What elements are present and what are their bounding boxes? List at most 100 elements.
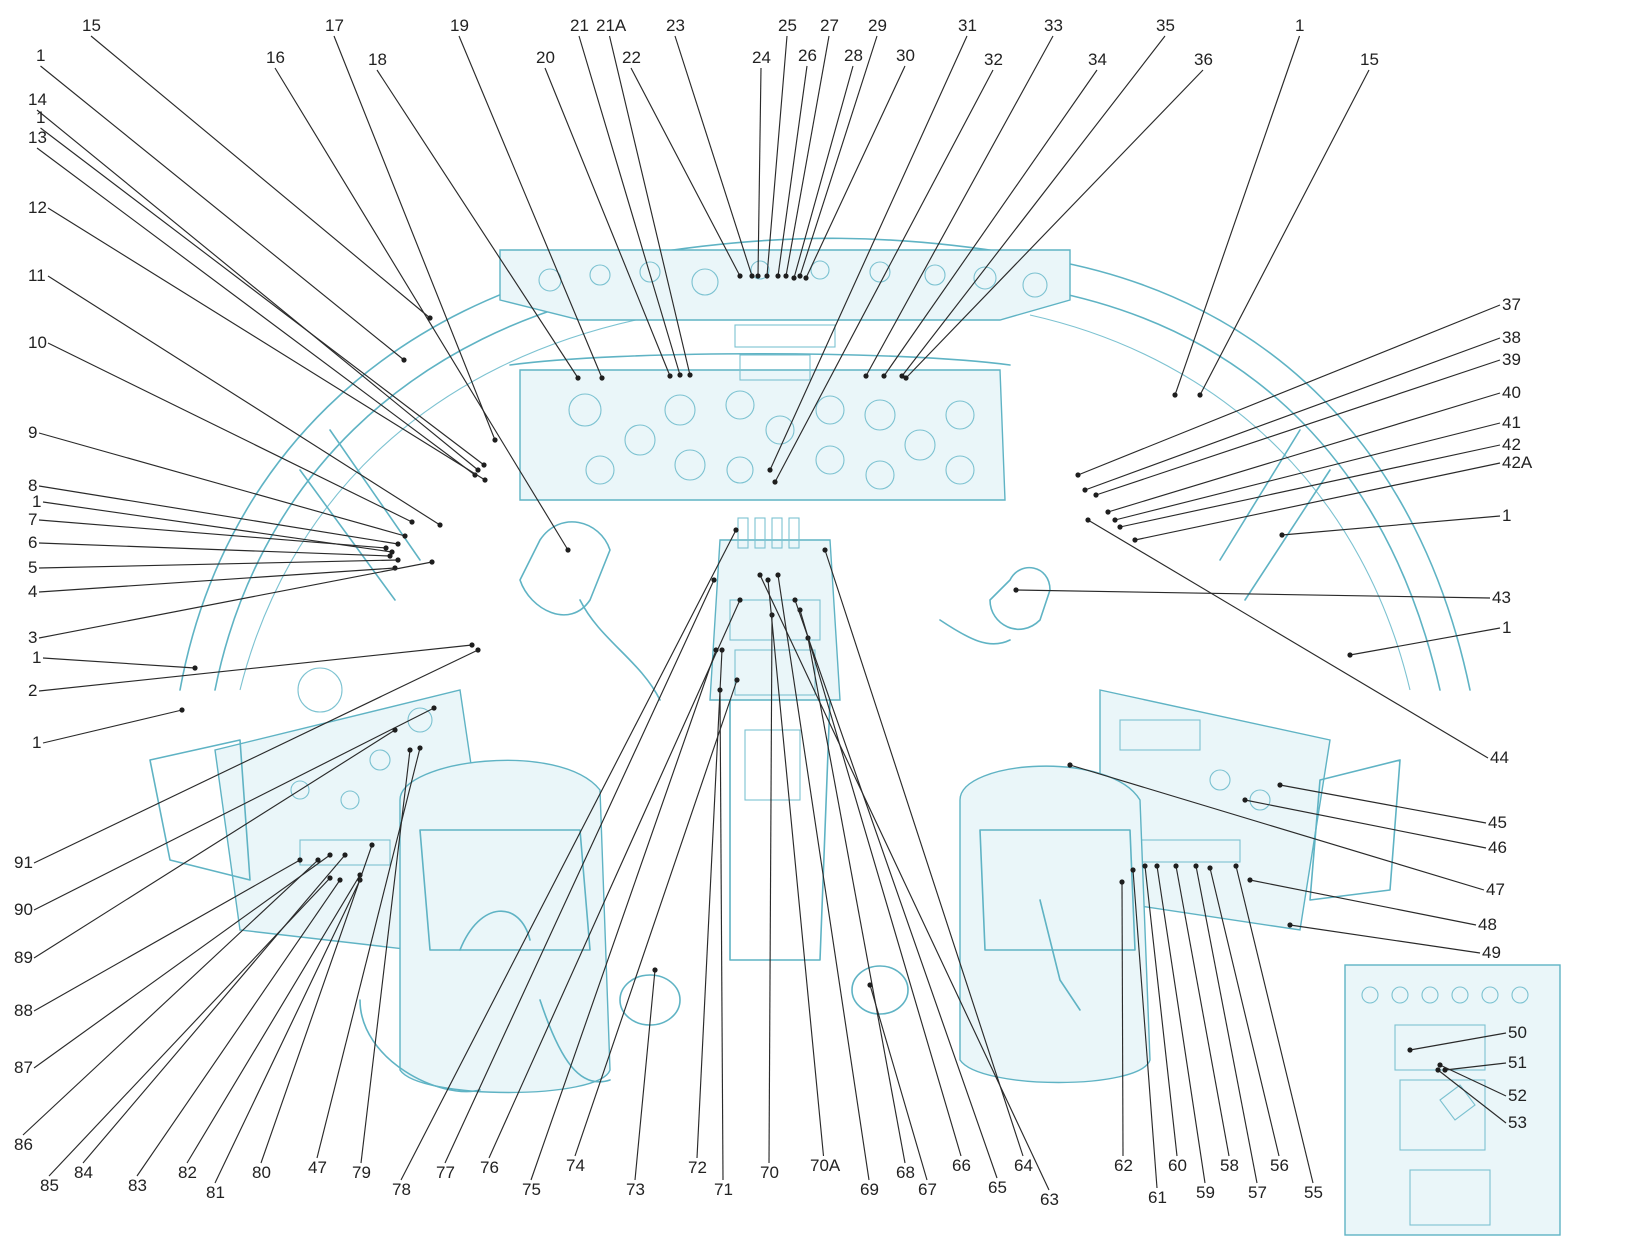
callout-49: 49 bbox=[1287, 922, 1501, 962]
callout-79: 79 bbox=[352, 747, 413, 1182]
callout-label: 86 bbox=[14, 1135, 33, 1154]
callout-label: 70A bbox=[810, 1156, 841, 1175]
callout-67: 67 bbox=[867, 982, 937, 1199]
leader-dot bbox=[315, 857, 321, 863]
leader-line bbox=[38, 561, 433, 639]
callout-80: 80 bbox=[252, 842, 375, 1182]
callout-label: 37 bbox=[1502, 295, 1521, 314]
callout-2: 2 bbox=[28, 642, 475, 700]
callout-7: 7 bbox=[28, 510, 389, 551]
leader-dot bbox=[402, 533, 408, 539]
callout-40: 40 bbox=[1105, 383, 1521, 515]
leader-line bbox=[33, 649, 479, 864]
leader-line bbox=[316, 747, 421, 1159]
callout-11: 11 bbox=[28, 266, 443, 528]
callout-label: 76 bbox=[480, 1158, 499, 1177]
callout-73: 73 bbox=[626, 967, 658, 1199]
callout-label: 1 bbox=[36, 108, 45, 127]
callout-28: 28 bbox=[791, 46, 863, 281]
leader-line bbox=[1279, 784, 1487, 824]
leader-line bbox=[865, 35, 1054, 377]
leader-line bbox=[824, 549, 1024, 1157]
callout-75: 75 bbox=[522, 647, 719, 1199]
leader-line bbox=[1249, 879, 1477, 926]
leader-line bbox=[544, 67, 671, 377]
leader-line bbox=[757, 67, 762, 277]
leader-dot bbox=[472, 472, 478, 478]
leader-dot bbox=[1437, 1062, 1443, 1068]
callout-label: 43 bbox=[1492, 588, 1511, 607]
callout-label: 66 bbox=[952, 1156, 971, 1175]
callout-label: 34 bbox=[1088, 50, 1107, 69]
leader-line bbox=[1121, 881, 1124, 1157]
callout-label: 74 bbox=[566, 1156, 585, 1175]
callout-label: 36 bbox=[1194, 50, 1213, 69]
leader-dot bbox=[565, 547, 571, 553]
callout-16: 16 bbox=[266, 48, 571, 553]
callout-label: 81 bbox=[206, 1183, 225, 1202]
leader-line bbox=[47, 207, 486, 481]
callout-90: 90 bbox=[14, 705, 437, 919]
leader-line bbox=[42, 709, 183, 744]
leader-line bbox=[376, 69, 579, 379]
leader-dot bbox=[1112, 517, 1118, 523]
callout-23: 23 bbox=[666, 16, 755, 279]
leader-line bbox=[1134, 462, 1501, 541]
leader-dot bbox=[427, 315, 433, 321]
callout-24: 24 bbox=[752, 48, 771, 279]
callout-55: 55 bbox=[1233, 863, 1323, 1202]
leader-dot bbox=[749, 273, 755, 279]
callout-label: 68 bbox=[896, 1163, 915, 1182]
leader-dot bbox=[1082, 487, 1088, 493]
leader-dot bbox=[179, 707, 185, 713]
callout-label: 61 bbox=[1148, 1188, 1167, 1207]
callout-label: 18 bbox=[368, 50, 387, 69]
leader-dot bbox=[429, 559, 435, 565]
callout-label: 62 bbox=[1114, 1156, 1133, 1175]
leader-dot bbox=[392, 727, 398, 733]
callout-label: 25 bbox=[778, 16, 797, 35]
leader-dot bbox=[1207, 865, 1213, 871]
callout-57: 57 bbox=[1193, 863, 1267, 1202]
leader-line bbox=[719, 689, 724, 1181]
leader-line bbox=[769, 35, 968, 471]
leader-dot bbox=[327, 875, 333, 881]
callout-45: 45 bbox=[1277, 782, 1507, 832]
callout-label: 42A bbox=[1502, 453, 1533, 472]
callout-87: 87 bbox=[14, 852, 333, 1077]
callout-51: 51 bbox=[1442, 1053, 1527, 1073]
leader-dot bbox=[297, 857, 303, 863]
callout-58: 58 bbox=[1173, 863, 1239, 1175]
leader-dot bbox=[1154, 863, 1160, 869]
leader-line bbox=[36, 147, 476, 476]
leader-dot bbox=[482, 477, 488, 483]
callout-label: 64 bbox=[1014, 1156, 1033, 1175]
callout-label: 29 bbox=[868, 16, 887, 35]
callout-81: 81 bbox=[206, 877, 363, 1202]
callout-label: 87 bbox=[14, 1058, 33, 1077]
leader-dot bbox=[687, 372, 693, 378]
leader-dot bbox=[417, 745, 423, 751]
callout-88: 88 bbox=[14, 857, 303, 1020]
callout-35: 35 bbox=[899, 16, 1175, 379]
callout-label: 47 bbox=[308, 1158, 327, 1177]
leader-dot bbox=[475, 647, 481, 653]
callout-60: 60 bbox=[1142, 863, 1187, 1175]
callout-label: 75 bbox=[522, 1180, 541, 1199]
leader-dot bbox=[1172, 392, 1178, 398]
leader-line bbox=[777, 65, 808, 277]
leader-dot bbox=[652, 967, 658, 973]
callout-41: 41 bbox=[1112, 413, 1521, 523]
leader-line bbox=[805, 65, 906, 279]
callout-label: 26 bbox=[798, 46, 817, 65]
callout-label: 45 bbox=[1488, 813, 1507, 832]
callout-label: 1 bbox=[1502, 506, 1511, 525]
leader-line bbox=[38, 567, 396, 593]
leader-dot bbox=[437, 522, 443, 528]
leader-line bbox=[1144, 865, 1178, 1157]
leader-line bbox=[82, 854, 346, 1164]
leader-line bbox=[1409, 1032, 1507, 1051]
callout-82: 82 bbox=[178, 872, 363, 1182]
callout-15: 15 bbox=[82, 16, 433, 321]
